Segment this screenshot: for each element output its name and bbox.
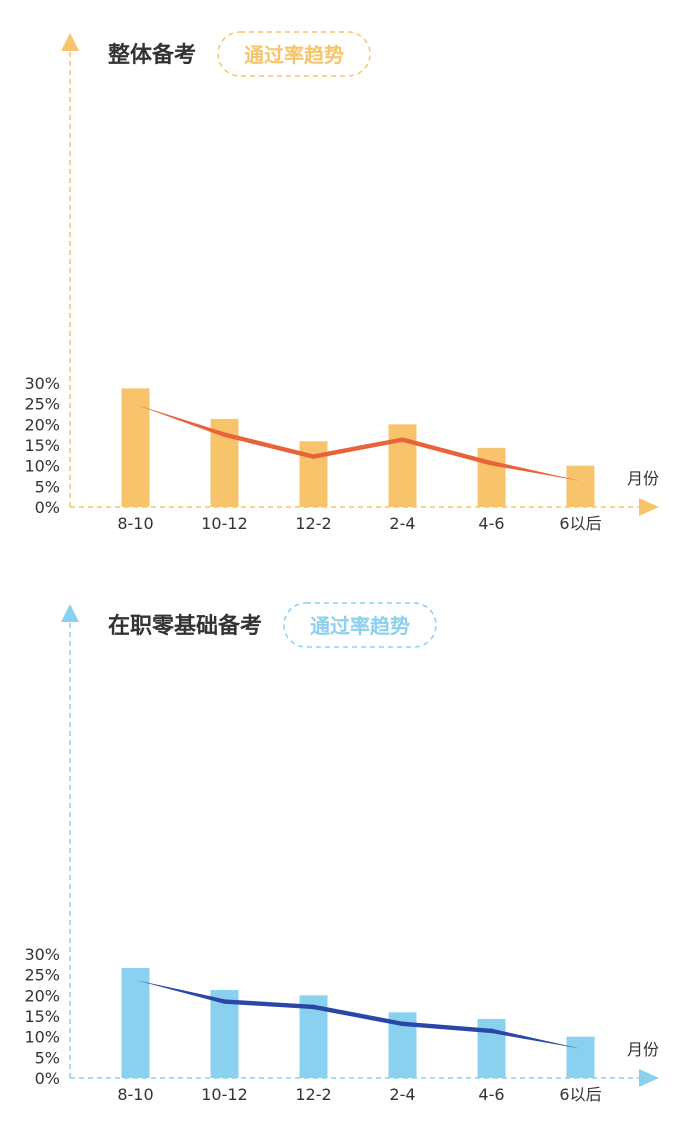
bar (121, 388, 150, 507)
line-point (222, 999, 227, 1004)
line-segment (491, 1028, 581, 1049)
line-segment (311, 1004, 405, 1027)
x-tick-label: 2-4 (389, 1085, 415, 1104)
y-axis-arrow-icon (61, 33, 79, 51)
chart-title: 整体备考 (108, 42, 196, 68)
line-segment (400, 1021, 494, 1034)
y-tick-label: 0% (35, 1069, 60, 1088)
x-tick-label: 10-12 (201, 514, 248, 533)
chart-overall: 整体备考 通过率趋势 0% 5%10% 15% 20%25% 30% 8-10 10-12 12-… (24, 31, 659, 533)
y-tick-label: 30% (24, 374, 60, 393)
x-tick-label: 8-10 (117, 514, 153, 533)
y-tick-label: 10% (24, 1028, 60, 1047)
chart-title: 在职零基础备考 (108, 613, 262, 639)
x-axis-label: 月份 (627, 469, 659, 488)
y-tick-label: 20% (24, 415, 60, 434)
y-tick-label: 25% (24, 966, 60, 985)
line-segment (222, 999, 316, 1010)
chart-subtitle: 通过率趋势 (310, 614, 410, 638)
line-point (400, 437, 405, 442)
line-segment (222, 432, 316, 459)
x-axis-arrow-icon (639, 1069, 659, 1087)
x-axis-label: 月份 (627, 1040, 659, 1059)
chart-working-zero-base: 在职零基础备考 通过率趋势 0% 5%10% 15% 20%25% 30% 8-10 10-12… (24, 602, 659, 1104)
line-point (311, 454, 316, 459)
y-tick-label: 25% (24, 395, 60, 414)
y-tick-label: 15% (24, 436, 60, 455)
line-series (135, 404, 581, 481)
x-tick-label: 8-10 (117, 1085, 153, 1104)
chart-subtitle: 通过率趋势 (244, 43, 344, 67)
y-tick-label: 0% (35, 498, 60, 517)
line-point (489, 460, 494, 466)
x-tick-label: 10-12 (201, 1085, 248, 1104)
y-tick-label: 20% (24, 986, 60, 1005)
bar (566, 465, 595, 507)
chart-panel-working-zero-base: 在职零基础备考 通过率趋势 0% 5% 10% 15% 20% 25% 30% 8-10 10-12… (0, 571, 686, 1142)
line-segment (491, 461, 581, 481)
y-tick-label: 15% (24, 1007, 60, 1026)
line-segment (135, 404, 226, 437)
line-point (311, 1004, 316, 1010)
bar (121, 968, 150, 1078)
line-point (489, 1028, 494, 1034)
line-point (400, 1021, 405, 1027)
x-tick-label: 2-4 (389, 514, 415, 533)
subtitle-badge (217, 31, 371, 77)
x-tick-label: 6以后 (559, 1085, 601, 1104)
bar (210, 989, 239, 1078)
x-tick-label: 12-2 (295, 514, 331, 533)
line-segment (311, 437, 405, 459)
chart-panel-overall: 整体备考 通过率趋势 0% 5% 10% 15% 20% 25% 30% 8-10 10-12 12-… (24, 31, 659, 533)
x-tick-label: 4-6 (478, 1085, 504, 1104)
y-tick-label: 30% (24, 945, 60, 964)
bar (477, 1018, 506, 1078)
bar (477, 447, 506, 507)
y-tick-label: 5% (35, 1048, 60, 1067)
x-tick-label: 4-6 (478, 514, 504, 533)
y-tick-label: 5% (35, 477, 60, 496)
bar (299, 441, 328, 507)
line-point (222, 432, 227, 437)
line-series (135, 980, 581, 1049)
line-segment (400, 437, 494, 466)
y-tick-label: 10% (24, 457, 60, 476)
y-axis-arrow-icon (61, 604, 79, 622)
x-axis-arrow-icon (639, 498, 659, 516)
x-tick-label: 12-2 (295, 1085, 331, 1104)
x-tick-label: 6以后 (559, 514, 601, 533)
bar (566, 1036, 595, 1078)
subtitle-badge (283, 602, 437, 648)
bar (388, 424, 417, 507)
line-segment (135, 980, 226, 1004)
